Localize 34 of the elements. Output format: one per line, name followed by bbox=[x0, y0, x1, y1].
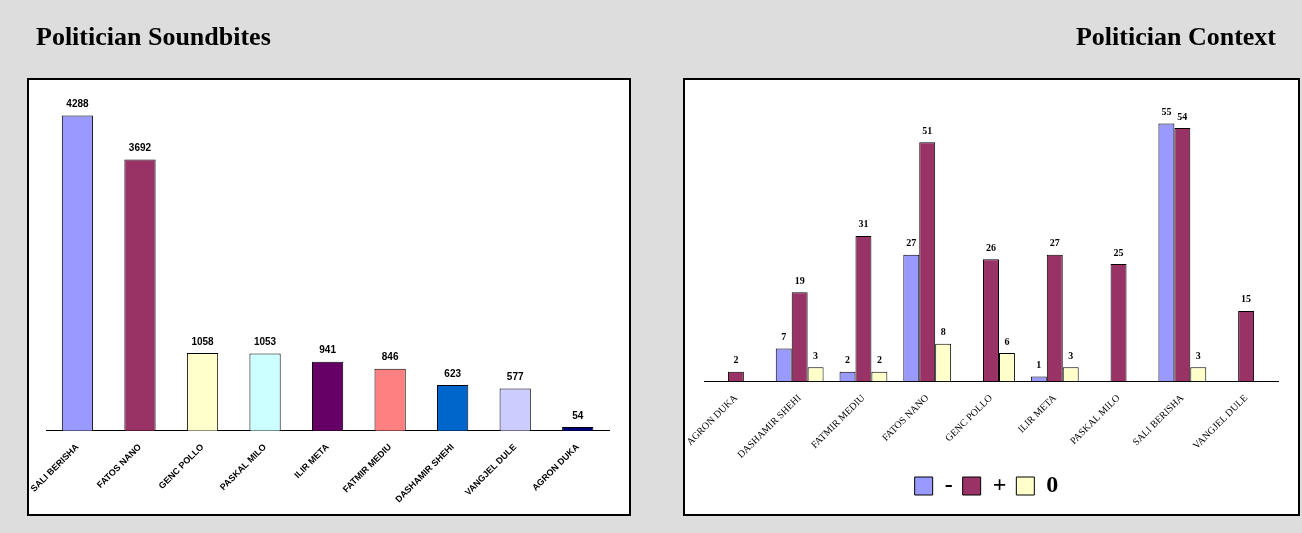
data-label: 3 bbox=[1195, 349, 1201, 361]
legend-label: - bbox=[944, 471, 953, 498]
data-label: 2 bbox=[876, 354, 882, 366]
data-label: 7 bbox=[781, 330, 787, 342]
data-label: 3 bbox=[813, 349, 819, 361]
data-label: 25 bbox=[1113, 246, 1124, 258]
data-label: 6 bbox=[1004, 335, 1010, 347]
data-label: 19 bbox=[794, 274, 805, 286]
data-label: 2 bbox=[733, 354, 739, 366]
data-label: 4288 bbox=[66, 98, 90, 110]
data-label: 8 bbox=[940, 326, 946, 338]
data-label: 1053 bbox=[253, 336, 277, 348]
data-label: 941 bbox=[319, 344, 337, 356]
data-label: 1058 bbox=[191, 335, 215, 347]
data-label: 27 bbox=[906, 237, 917, 249]
data-label: 2 bbox=[845, 354, 850, 366]
data-label: 55 bbox=[1161, 106, 1172, 118]
data-label: 26 bbox=[986, 241, 996, 253]
data-label: 1 bbox=[1036, 359, 1042, 371]
data-label: 15 bbox=[1241, 293, 1252, 305]
data-label: 31 bbox=[858, 218, 869, 230]
data-label: 27 bbox=[1049, 237, 1060, 249]
data-label: 51 bbox=[922, 124, 933, 136]
data-label: 54 bbox=[572, 409, 584, 421]
data-label: 623 bbox=[444, 367, 462, 379]
chart-title: Politician Soundbites bbox=[36, 22, 271, 52]
data-label: 54 bbox=[1177, 110, 1188, 122]
data-label: 577 bbox=[506, 371, 524, 383]
data-label: 3 bbox=[1068, 349, 1074, 361]
chart-title: Politician Context bbox=[1075, 22, 1276, 52]
data-label: 846 bbox=[381, 351, 399, 363]
legend-label: 0 bbox=[1046, 471, 1059, 498]
data-label: 3692 bbox=[128, 142, 152, 154]
legend-label: + bbox=[992, 471, 1007, 498]
